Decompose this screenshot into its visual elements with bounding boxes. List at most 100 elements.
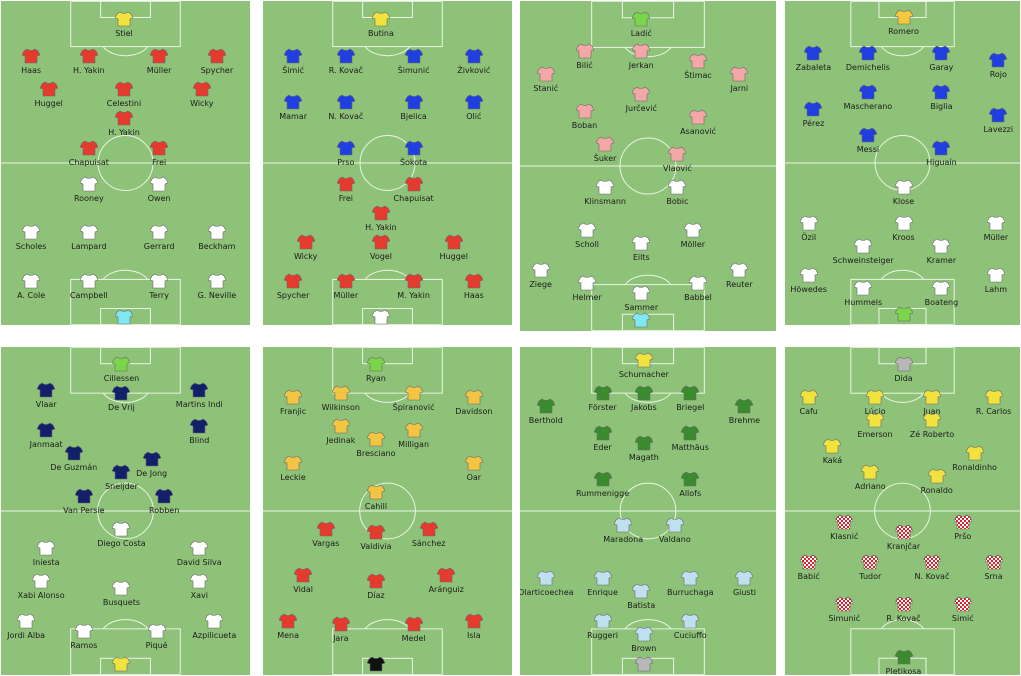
shirt-icon [464, 94, 483, 110]
shirt-icon [932, 45, 951, 61]
shirt-icon [578, 222, 597, 238]
player-name: Jurčević [625, 103, 657, 113]
shirt-icon [207, 49, 226, 64]
shirt-icon [681, 570, 700, 586]
player-name: Müller [333, 291, 359, 301]
shirt-icon [336, 140, 355, 155]
shirt-icon [735, 570, 754, 586]
player-name: Dida [894, 373, 913, 383]
player-name: Van Persie [63, 505, 105, 515]
player-name: Klinsmann [584, 196, 626, 206]
player-name: Beckham [198, 242, 236, 252]
shirt-icon [989, 107, 1008, 123]
shirt-icon [336, 49, 355, 64]
player-name: Cuciuffo [673, 630, 707, 640]
shirt-icon [464, 613, 483, 629]
player-name: Rojo [989, 69, 1007, 79]
player-name: Frei [338, 193, 353, 203]
shirt-icon [404, 176, 423, 191]
player-name: Pérez [802, 118, 825, 128]
player-name: Šuker [593, 153, 617, 163]
shirt-icon [536, 399, 555, 414]
player-name: Higuaín [926, 157, 957, 167]
player-name: Ryan [366, 373, 386, 383]
player-name: Cafu [799, 406, 818, 416]
player-name: Rooney [73, 193, 104, 203]
shirt-icon [284, 455, 303, 470]
shirt-icon [894, 597, 913, 612]
player-name: Milligan [398, 439, 430, 449]
player-name: Ruggeri [587, 630, 618, 640]
player-name: Batista [627, 601, 656, 611]
player-name: De Guzmán [50, 462, 98, 472]
shirt-icon [632, 285, 651, 301]
player-name: Cillessen [103, 373, 140, 383]
player-name: Sammer [624, 303, 659, 313]
player-name: Haas [463, 291, 484, 301]
player-name: Rummenigge [575, 489, 630, 498]
player-name: Srna [984, 571, 1003, 581]
player-name: De Vrij [108, 403, 135, 413]
shirt-icon [668, 179, 687, 195]
player-name: Höwedes [790, 284, 827, 294]
shirt-icon [74, 623, 93, 639]
player-name: Wicky [293, 252, 318, 262]
shirt-icon [799, 389, 818, 404]
player-name: Allofs [679, 489, 702, 498]
player-name: Huggel [439, 252, 468, 262]
player-name: Franjic [280, 406, 307, 416]
pitch-lineup-8: Dida Cafu Lúcio Juan R. Carlos Emerson Zé Robe… [784, 346, 1021, 676]
player-name: Klasnić [830, 531, 859, 541]
shirt-icon [114, 110, 133, 126]
player-name: Owen [147, 193, 171, 203]
shirt-icon [593, 471, 612, 487]
player-name: Šokota [399, 157, 428, 167]
shirt-icon [404, 94, 423, 110]
shirt-icon [575, 103, 594, 118]
player-name: H. Yakin [365, 222, 397, 232]
player-name: Jakobs [630, 403, 657, 413]
player-name: Huggel [34, 99, 63, 109]
shirt-icon [74, 488, 93, 503]
player-name: Janmaat [29, 439, 63, 449]
shirt-icon [689, 109, 708, 125]
shirt-icon [953, 597, 972, 612]
shirt-icon [444, 234, 463, 250]
player-name: Leckie [280, 472, 306, 482]
player-name: Medel [401, 634, 426, 644]
player-name: Vlaović [662, 163, 692, 173]
player-name: Ronaldinho [952, 462, 997, 472]
player-name: Jarni [730, 84, 749, 94]
player-name: Simunić [828, 614, 861, 624]
shirt-icon [894, 524, 913, 540]
shirt-icon [953, 514, 972, 530]
player-name: G. Neville [197, 291, 237, 301]
shirt-icon [536, 570, 555, 586]
pitch-lineup-2: Butina Šimić R. Kovač Šimunić Živković Mamar N… [262, 0, 513, 326]
shirt-icon [366, 524, 385, 540]
shirt-icon [531, 262, 550, 278]
shirt-icon [284, 273, 303, 289]
shirt-icon [986, 215, 1005, 230]
player-name: Špiranović [392, 403, 435, 413]
player-name: N. Kovač [914, 571, 950, 581]
shirt-icon [634, 626, 653, 642]
shirt-icon [922, 412, 941, 427]
player-name: Lampard [71, 242, 107, 252]
player-name: Giusti [732, 588, 756, 597]
player-name: Terry [149, 291, 169, 301]
shirt-icon [984, 554, 1003, 569]
player-name: Mascherano [843, 102, 893, 112]
player-name: Štimac [684, 70, 712, 80]
shirt-icon [437, 567, 456, 582]
shirt-icon [681, 471, 700, 487]
pitch-markings [263, 347, 512, 675]
shirt-icon [668, 146, 687, 162]
player-name: Sneijder [105, 482, 138, 492]
shirt-icon [681, 385, 700, 401]
player-name: Eder [593, 442, 612, 452]
shirt-icon [207, 273, 226, 289]
player-name: Prso [337, 157, 355, 167]
player-name: Gerrard [143, 242, 175, 252]
player-name: Helmer [572, 293, 602, 303]
